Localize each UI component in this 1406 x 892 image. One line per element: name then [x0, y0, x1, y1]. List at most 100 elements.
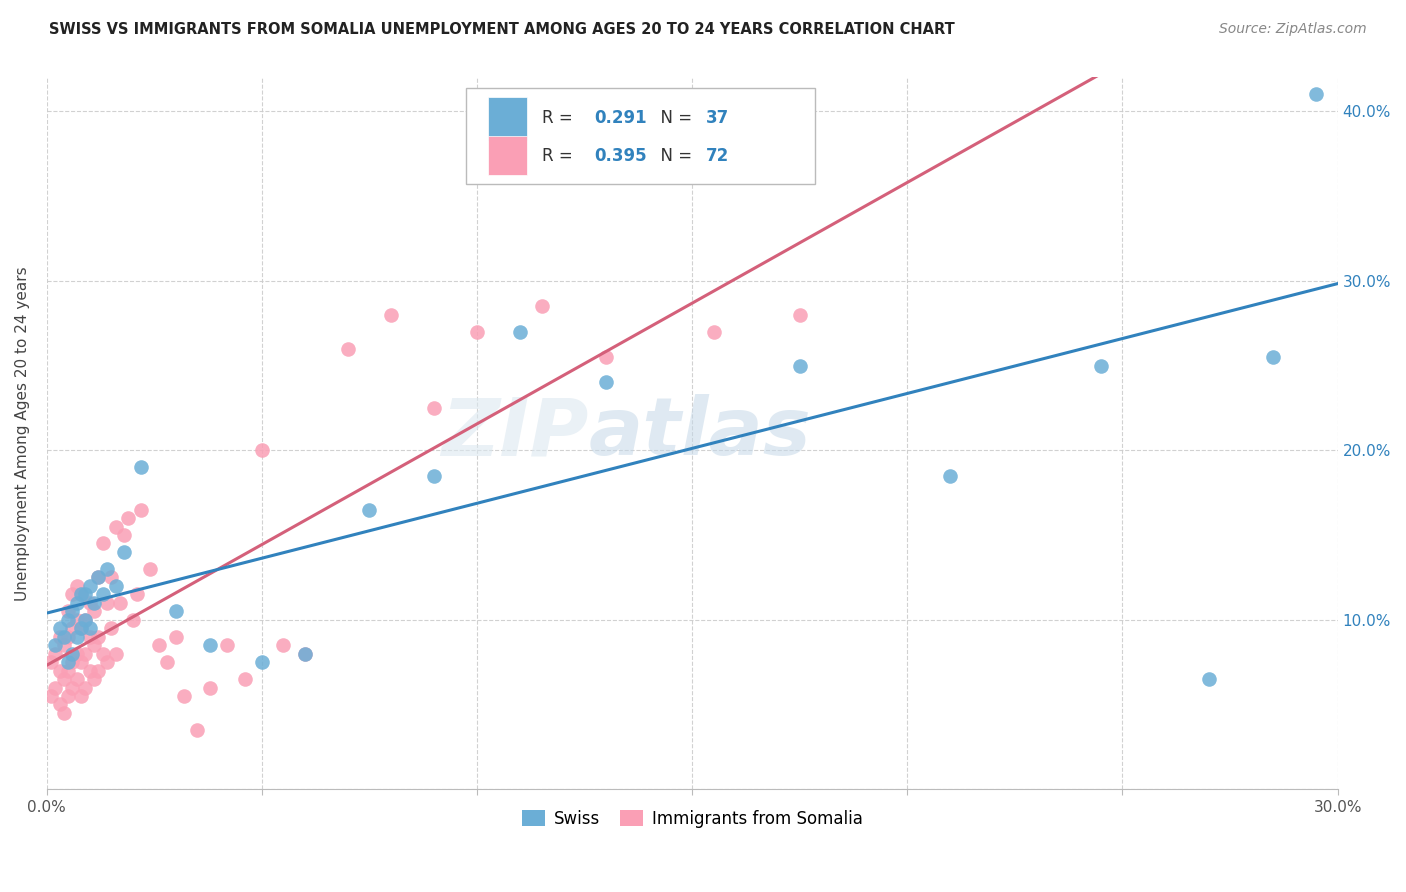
Point — [70, 587, 93, 601]
Y-axis label: Unemployment Among Ages 20 to 24 years: Unemployment Among Ages 20 to 24 years — [15, 266, 30, 600]
Point — [96, 655, 118, 669]
Point — [789, 308, 811, 322]
Point — [52, 672, 75, 686]
Legend: Swiss, Immigrants from Somalia: Swiss, Immigrants from Somalia — [515, 803, 869, 834]
Point — [100, 570, 122, 584]
Point — [117, 511, 139, 525]
Point — [703, 325, 725, 339]
Point — [66, 596, 89, 610]
Point — [530, 299, 553, 313]
Point — [87, 664, 110, 678]
Point — [273, 638, 295, 652]
Point — [52, 630, 75, 644]
Point — [79, 664, 101, 678]
Point — [108, 596, 131, 610]
Point — [423, 401, 446, 415]
Point — [62, 587, 84, 601]
Point — [148, 638, 170, 652]
Point — [56, 655, 79, 669]
Point — [509, 325, 531, 339]
Point — [83, 672, 105, 686]
Point — [336, 342, 359, 356]
Text: ZIP: ZIP — [441, 394, 589, 473]
FancyBboxPatch shape — [488, 97, 527, 140]
Point — [87, 570, 110, 584]
Point — [250, 443, 273, 458]
Point — [423, 468, 446, 483]
Point — [91, 536, 114, 550]
Text: N =: N = — [650, 110, 697, 128]
Point — [44, 681, 66, 695]
Point — [56, 689, 79, 703]
Point — [121, 613, 143, 627]
Text: atlas: atlas — [589, 394, 811, 473]
Point — [96, 562, 118, 576]
Text: 0.395: 0.395 — [595, 147, 647, 165]
Point — [39, 655, 62, 669]
Point — [96, 596, 118, 610]
Point — [125, 587, 148, 601]
Point — [173, 689, 195, 703]
Point — [112, 545, 135, 559]
Point — [217, 638, 239, 652]
Point — [56, 613, 79, 627]
Point — [100, 621, 122, 635]
FancyBboxPatch shape — [467, 88, 815, 185]
Point — [198, 681, 221, 695]
Point — [48, 664, 70, 678]
Point — [62, 621, 84, 635]
Point — [79, 621, 101, 635]
Point — [48, 698, 70, 712]
Point — [104, 519, 127, 533]
Point — [66, 630, 89, 644]
Point — [79, 630, 101, 644]
Text: N =: N = — [650, 147, 697, 165]
Point — [70, 587, 93, 601]
Point — [87, 630, 110, 644]
Point — [75, 587, 97, 601]
Point — [703, 112, 725, 127]
Point — [91, 647, 114, 661]
Point — [112, 528, 135, 542]
Point — [91, 587, 114, 601]
Point — [1261, 350, 1284, 364]
Point — [294, 647, 316, 661]
Point — [83, 604, 105, 618]
Point — [380, 308, 402, 322]
Point — [75, 681, 97, 695]
Point — [104, 579, 127, 593]
Point — [198, 638, 221, 652]
Point — [62, 647, 84, 661]
Point — [70, 655, 93, 669]
Point — [294, 647, 316, 661]
Text: Source: ZipAtlas.com: Source: ZipAtlas.com — [1219, 22, 1367, 37]
Point — [56, 664, 79, 678]
Point — [789, 359, 811, 373]
Point — [44, 647, 66, 661]
Point — [75, 613, 97, 627]
Point — [70, 621, 93, 635]
Point — [595, 350, 617, 364]
Point — [48, 630, 70, 644]
Point — [939, 468, 962, 483]
Text: 37: 37 — [706, 110, 730, 128]
Point — [70, 689, 93, 703]
Point — [75, 613, 97, 627]
Point — [83, 638, 105, 652]
Point — [156, 655, 179, 669]
Point — [75, 647, 97, 661]
FancyBboxPatch shape — [488, 136, 527, 176]
Point — [131, 460, 153, 475]
Point — [62, 655, 84, 669]
Point — [595, 376, 617, 390]
Point — [250, 655, 273, 669]
Point — [104, 647, 127, 661]
Point — [48, 621, 70, 635]
Point — [131, 502, 153, 516]
Point — [39, 689, 62, 703]
Text: 0.291: 0.291 — [595, 110, 647, 128]
Point — [44, 638, 66, 652]
Point — [66, 647, 89, 661]
Point — [233, 672, 256, 686]
Point — [359, 502, 381, 516]
